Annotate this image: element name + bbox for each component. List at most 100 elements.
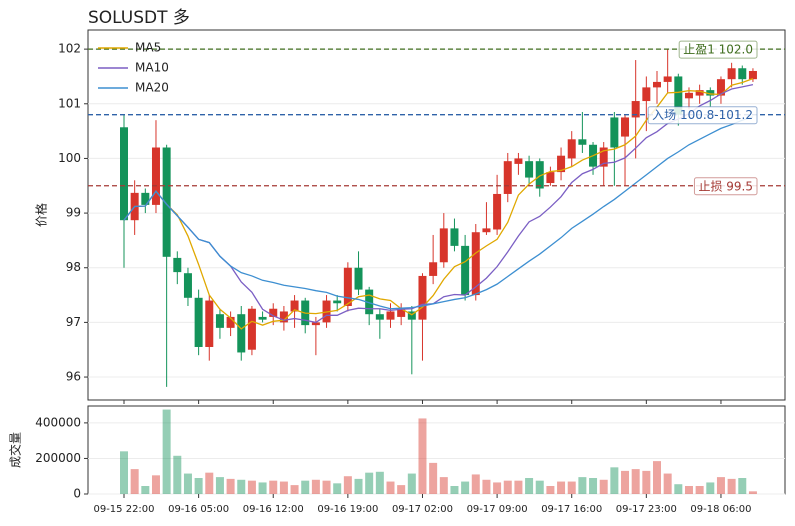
volume-bar [247, 480, 256, 494]
legend-label: MA10 [135, 61, 169, 75]
candle-body [247, 308, 256, 350]
candle-body [215, 314, 224, 328]
y-tick-label: 99 [66, 206, 81, 220]
x-tick-label: 09-18 06:00 [690, 504, 751, 515]
y-tick-label: 97 [66, 315, 81, 329]
volume-bar [386, 481, 395, 494]
volume-bar [482, 479, 491, 494]
volume-bar [578, 477, 587, 494]
y-tick-label: 100 [58, 151, 81, 165]
price-frame [87, 29, 786, 401]
candle-body [663, 76, 672, 82]
y-tick-label: 101 [58, 96, 81, 110]
candle-body [514, 158, 523, 164]
y-axis-label: 价格 [34, 203, 49, 227]
volume-bar [375, 471, 384, 494]
candle-body [578, 139, 587, 145]
x-tick-label: 09-17 16:00 [541, 504, 602, 515]
level-label-box [678, 40, 758, 59]
volume-bar [716, 477, 725, 494]
volume-bar [333, 483, 342, 494]
level-label-box [693, 177, 758, 196]
volume-bar [226, 478, 235, 494]
y2-tick-label: 0 [73, 487, 81, 501]
volume-bar [695, 486, 704, 494]
legend-label: MA5 [135, 41, 161, 55]
candle-body [333, 300, 342, 304]
x-tick-label: 09-17 23:00 [616, 504, 677, 515]
volume-bar [354, 478, 363, 494]
candle-body [173, 257, 182, 273]
volume-bar [525, 478, 534, 494]
volume-bar [663, 473, 672, 494]
y2-tick-label: 400000 [35, 415, 81, 429]
candle-body [162, 147, 171, 257]
candle-body [386, 311, 395, 320]
candle-body [535, 161, 544, 189]
candle-body [120, 127, 128, 221]
level-label: 入场 100.8-101.2 [652, 108, 753, 122]
volume-bar [642, 470, 651, 494]
y-tick-label: 102 [58, 42, 81, 56]
volume-bar [279, 481, 288, 494]
candle-body [525, 161, 534, 178]
volume-bar [546, 486, 555, 494]
candle-body [237, 314, 246, 353]
candle-body [365, 289, 374, 315]
volume-bar [493, 482, 502, 494]
candle-body [674, 76, 683, 115]
x-tick-label: 09-17 09:00 [467, 504, 528, 515]
volume-bar [684, 486, 693, 494]
volume-bar [748, 491, 757, 494]
candle-body [397, 308, 406, 317]
volume-bar [461, 481, 470, 494]
candle-body [503, 161, 512, 194]
volume-bar [141, 486, 150, 494]
volume-bar [407, 473, 416, 494]
volume-bar [738, 478, 747, 494]
candle-body [354, 267, 363, 290]
volume-bar [503, 480, 512, 494]
chart-title: SOLUSDT 多 [88, 8, 190, 28]
candle-body [407, 311, 416, 320]
volume-bar [237, 479, 246, 494]
volume-bar [397, 485, 406, 494]
candle-body [567, 139, 576, 159]
volume-bar [343, 476, 352, 494]
candle-body [610, 117, 619, 148]
candle-body [429, 262, 438, 276]
level-label: 止盈1 102.0 [683, 43, 753, 57]
volume-bar [269, 480, 278, 494]
candle-body [642, 87, 651, 102]
candle-body [706, 90, 715, 96]
volume-bar [429, 462, 438, 494]
level-label-box [647, 106, 758, 125]
candle-body [684, 92, 693, 99]
candle-body [205, 300, 214, 347]
candle-body [151, 147, 160, 205]
volume-bar [439, 477, 448, 494]
candle-body [269, 308, 278, 317]
volume-bar [194, 478, 203, 494]
legend-label: MA20 [135, 81, 169, 95]
volume-bar [727, 478, 736, 494]
candle-body [461, 245, 470, 296]
candle-body [653, 81, 661, 88]
volume-bar [215, 477, 224, 494]
y2-tick-label: 200000 [35, 451, 81, 465]
volume-bar [311, 479, 320, 494]
y-tick-label: 96 [66, 370, 81, 384]
volume-bar [258, 482, 267, 494]
candle-body [695, 90, 704, 96]
candle-body [439, 228, 448, 263]
candle-body [557, 155, 566, 173]
volume-bar [706, 482, 715, 494]
x-tick-label: 09-15 22:00 [93, 504, 154, 515]
candle-body [546, 172, 555, 184]
candle-body [194, 297, 203, 347]
volume-bar [162, 409, 171, 494]
level-label: 止损 99.5 [698, 179, 753, 193]
volume-bar [599, 479, 608, 494]
candle-body [493, 193, 502, 230]
